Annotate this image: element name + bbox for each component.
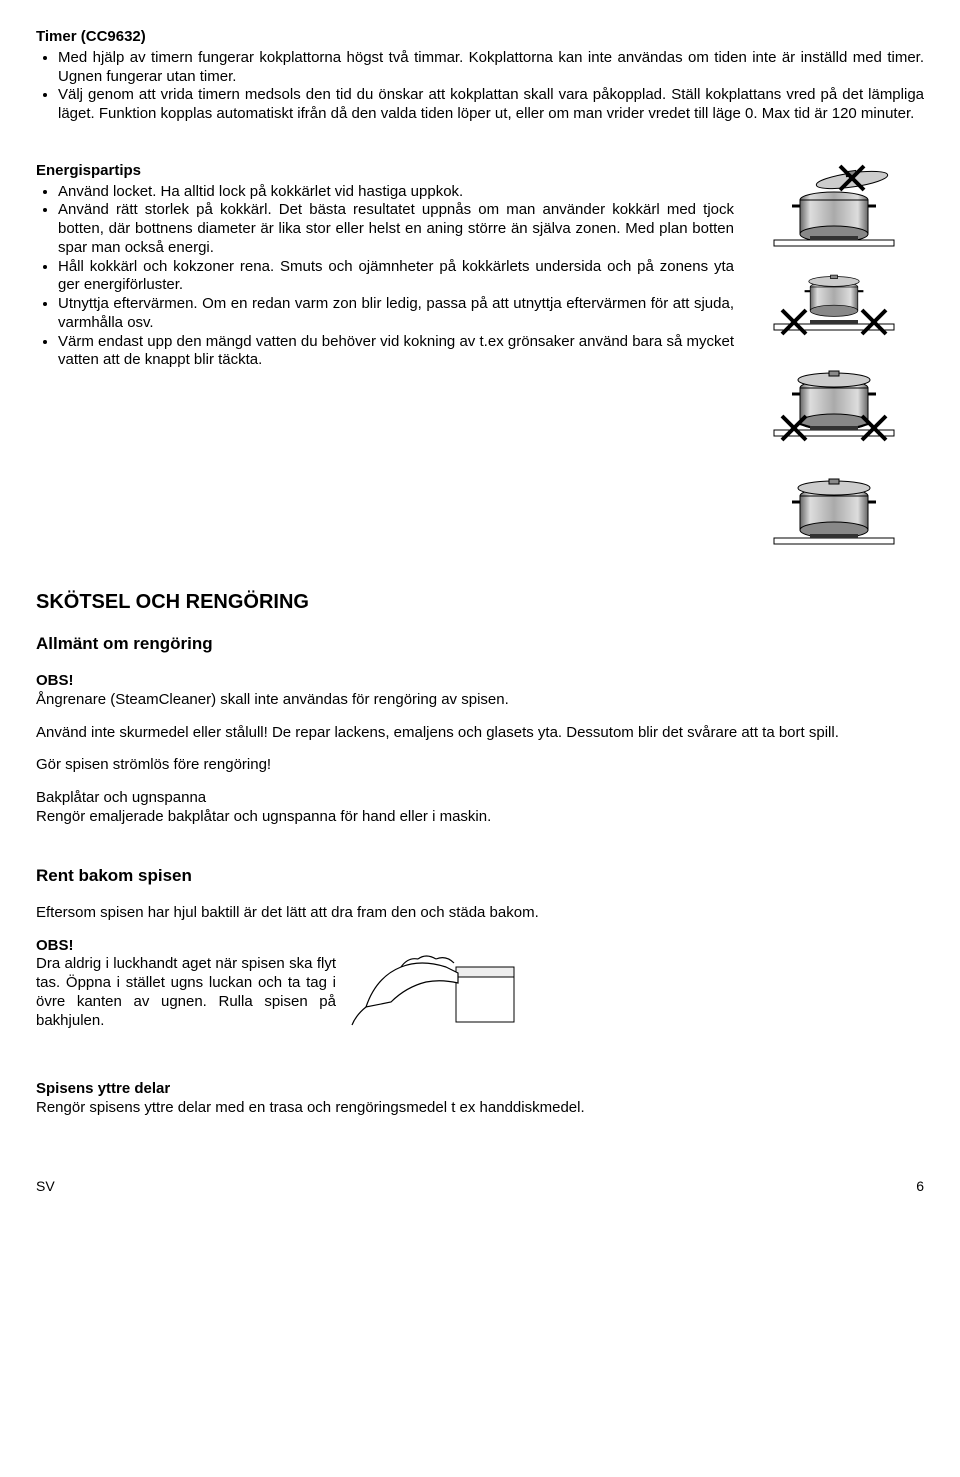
allmant-p4a: Bakplåtar och ugnspanna <box>36 789 924 808</box>
allmant-p1: Ångrenare (SteamCleaner) skall inte anvä… <box>36 691 924 710</box>
rent-bakom-title: Rent bakom spisen <box>36 865 924 886</box>
allmant-title: Allmänt om rengöring <box>36 633 924 654</box>
skotsel-title: SKÖTSEL OCH RENGÖRING <box>36 590 924 615</box>
allmant-p2: Använd inte skurmedel eller stålull! De … <box>36 724 924 743</box>
footer-left: SV <box>36 1178 55 1196</box>
pots-svg <box>749 162 919 552</box>
pot-illustrations <box>744 162 924 552</box>
tip-item: Utnyttja eftervärmen. Om en redan varm z… <box>58 295 734 333</box>
allmant-p4b: Rengör emaljerade bakplåtar och ugnspann… <box>36 808 924 827</box>
tip-item: Värm endast upp den mängd vatten du behö… <box>58 333 734 371</box>
yttre-p1: Rengör spisens yttre delar med en trasa … <box>36 1099 924 1118</box>
tip-item: Använd locket. Ha alltid lock på kokkärl… <box>58 183 734 202</box>
timer-title: Timer (CC9632) <box>36 28 924 47</box>
rent-bakom-p2: Dra aldrig i luckhandt aget när spisen s… <box>36 955 336 1030</box>
tip-item: Håll kokkärl och kokzoner rena. Smuts oc… <box>58 258 734 296</box>
rent-bakom-p1: Eftersom spisen har hjul baktill är det … <box>36 904 924 923</box>
yttre-title: Spisens yttre delar <box>36 1080 924 1099</box>
timer-item: Med hjälp av timern fungerar kokplattorn… <box>58 49 924 87</box>
obs-label-2: OBS! <box>36 937 336 956</box>
timer-list: Med hjälp av timern fungerar kokplattorn… <box>36 49 924 124</box>
energispartips-list: Använd locket. Ha alltid lock på kokkärl… <box>36 183 734 371</box>
timer-item: Välj genom att vrida timern medsols den … <box>58 86 924 124</box>
footer-right: 6 <box>916 1178 924 1196</box>
energispartips-title: Energispartips <box>36 162 734 181</box>
tip-item: Använd rätt storlek på kokkärl. Det bäst… <box>58 201 734 257</box>
obs-label: OBS! <box>36 672 924 691</box>
hand-illustration <box>346 937 526 1033</box>
allmant-p3: Gör spisen strömlös före rengöring! <box>36 756 924 775</box>
